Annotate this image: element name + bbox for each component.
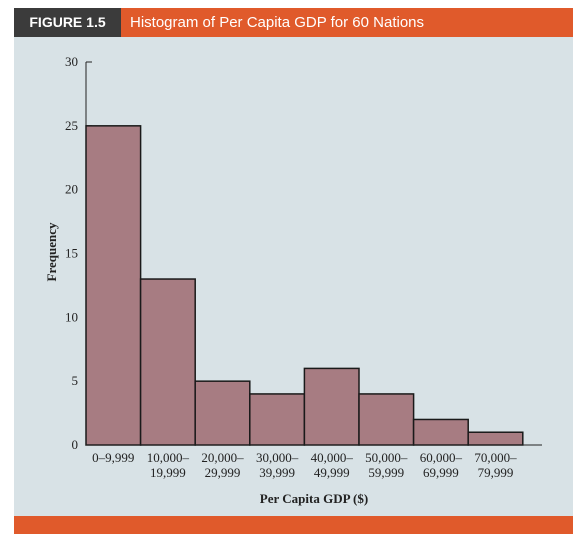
x-tick-label: 20,000– bbox=[201, 450, 244, 465]
histogram-bar bbox=[412, 418, 469, 446]
x-tick-label: 50,000– bbox=[365, 450, 408, 465]
x-tick-label: 10,000– bbox=[147, 450, 190, 465]
figure-title: Histogram of Per Capita GDP for 60 Natio… bbox=[130, 14, 425, 31]
y-tick-label: 20 bbox=[65, 182, 78, 197]
x-tick-label: 70,000– bbox=[474, 450, 517, 465]
x-tick-label: 39,999 bbox=[259, 465, 295, 480]
bars-group bbox=[85, 125, 524, 446]
y-tick-label: 5 bbox=[72, 373, 79, 388]
x-tick-label: 29,999 bbox=[205, 465, 241, 480]
x-tick-label: 30,000– bbox=[256, 450, 299, 465]
histogram-bar bbox=[303, 367, 360, 446]
histogram-bar bbox=[467, 431, 524, 446]
x-tick-label: 60,000– bbox=[420, 450, 463, 465]
histogram-bar bbox=[194, 380, 251, 446]
x-tick-label: 40,000– bbox=[311, 450, 354, 465]
y-tick-label: 30 bbox=[65, 54, 78, 69]
figure-header: FIGURE 1.5 Histogram of Per Capita GDP f… bbox=[14, 8, 573, 37]
x-axis: 0–9,999 10,000–19,999 20,000–29,999 30,000–… bbox=[86, 444, 542, 480]
y-tick-label: 10 bbox=[65, 309, 78, 324]
histogram-bar bbox=[249, 393, 306, 446]
figure-number-label: FIGURE 1.5 bbox=[14, 8, 121, 37]
x-axis-title: Per Capita GDP ($) bbox=[260, 491, 368, 506]
y-tick-label: 25 bbox=[65, 118, 78, 133]
x-tick-label: 69,999 bbox=[423, 465, 459, 480]
histogram-bar bbox=[139, 278, 196, 446]
histogram-bar bbox=[358, 393, 415, 446]
y-tick-label: 0 bbox=[72, 437, 79, 452]
x-tick-label: 49,999 bbox=[314, 465, 350, 480]
footer-bar bbox=[14, 516, 573, 534]
histogram-bar bbox=[85, 125, 142, 446]
x-tick-label: 19,999 bbox=[150, 465, 186, 480]
x-tick-label: 79,999 bbox=[478, 465, 514, 480]
x-tick-label: 0–9,999 bbox=[92, 450, 134, 465]
x-tick-label: 59,999 bbox=[368, 465, 404, 480]
y-axis-title: Frequency bbox=[44, 222, 59, 281]
y-tick-label: 15 bbox=[65, 246, 78, 261]
